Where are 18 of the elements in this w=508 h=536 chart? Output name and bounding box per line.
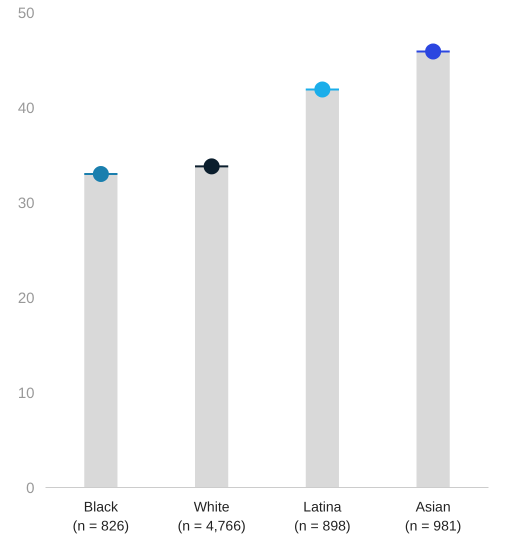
- point: [92, 166, 109, 182]
- x-tick-label: White (n = 4,766): [178, 498, 246, 534]
- bar: [195, 166, 228, 488]
- x-tick-label: Asian (n = 981): [404, 498, 462, 534]
- y-tick-label: 10: [18, 385, 35, 402]
- point: [314, 81, 330, 98]
- y-tick-label: 30: [18, 195, 35, 212]
- bar: [84, 174, 118, 488]
- x-tick-label: Latina (n = 898): [294, 498, 351, 534]
- y-tick-label: 50: [18, 5, 35, 22]
- y-tick-label: 20: [18, 290, 35, 307]
- point: [425, 43, 442, 60]
- point: [204, 158, 220, 174]
- x-tick-label: Black (n = 826): [72, 498, 130, 534]
- y-tick-label: 40: [18, 100, 35, 117]
- bar: [416, 51, 450, 488]
- y-tick-label: 0: [26, 480, 34, 497]
- bar: [306, 89, 339, 488]
